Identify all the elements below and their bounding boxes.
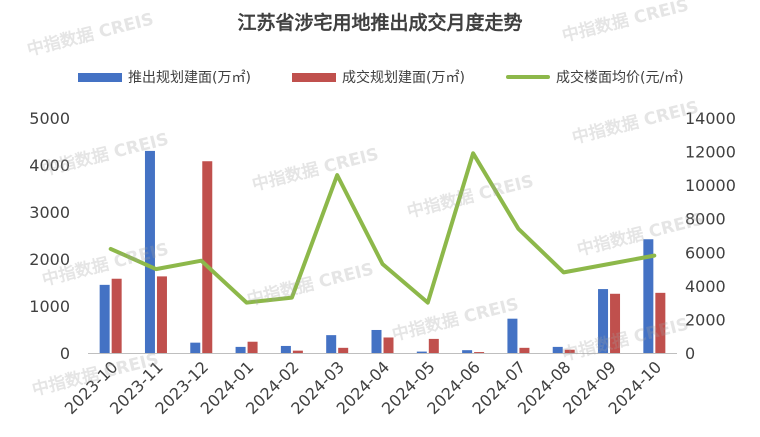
y-right-tick-label: 10000 (685, 176, 736, 195)
bar-deal (111, 278, 122, 353)
legend-swatch-supply (78, 72, 122, 82)
bar-supply (144, 150, 155, 353)
bar-supply (280, 345, 291, 353)
y-left-tick-label: 2000 (29, 250, 70, 269)
y-left-tick-label: 5000 (29, 109, 70, 128)
bar-deal (655, 292, 666, 353)
legend-swatch-deal (292, 72, 336, 82)
y-right-tick-label: 14000 (685, 109, 736, 128)
line-price (108, 151, 657, 305)
bar-supply (552, 346, 563, 353)
y-left-tick-label: 1000 (29, 297, 70, 316)
y-right-tick-label: 2000 (685, 310, 726, 329)
bar-supply (371, 329, 382, 353)
y-left-tick-label: 4000 (29, 156, 70, 175)
bar-deal (202, 161, 213, 353)
y-right-tick-label: 8000 (685, 210, 726, 229)
bar-deal (474, 352, 485, 353)
bar-supply (190, 342, 201, 353)
legend-label-deal: 成交规划建面(万㎡) (342, 70, 465, 86)
y-left-tick-label: 3000 (29, 203, 70, 222)
bar-deal (610, 293, 621, 353)
legend-item-price: 成交楼面均价(元/㎡) (506, 66, 684, 88)
bar-supply (462, 350, 473, 353)
y-right-tick-label: 6000 (685, 243, 726, 262)
bar-supply (598, 289, 609, 353)
bar-deal (564, 349, 575, 353)
bar-supply (643, 239, 654, 353)
bar-deal (519, 347, 530, 353)
bar-supply (99, 284, 110, 353)
bar-deal (156, 276, 167, 353)
bar-supply (326, 335, 337, 353)
bar-deal (247, 341, 258, 353)
bar-supply (235, 346, 246, 353)
y-left-tick-label: 0 (60, 344, 70, 363)
bar-deal (383, 337, 394, 353)
legend-label-supply: 推出规划建面(万㎡) (128, 70, 251, 86)
legend-item-supply: 推出规划建面(万㎡) (78, 66, 251, 88)
y-right-tick-label: 12000 (685, 143, 736, 162)
legend-item-deal: 成交规划建面(万㎡) (292, 66, 465, 88)
legend: 推出规划建面(万㎡) 成交规划建面(万㎡) 成交楼面均价(元/㎡) (0, 66, 760, 88)
bar-deal (292, 350, 303, 353)
legend-swatch-price (506, 75, 550, 79)
bar-deal (428, 338, 439, 353)
bar-supply (416, 351, 427, 353)
y-right-tick-label: 4000 (685, 277, 726, 296)
chart-title: 江苏省涉宅用地推出成交月度走势 (237, 12, 523, 34)
bar-supply (507, 318, 518, 353)
bar-deal (338, 347, 349, 353)
legend-label-price: 成交楼面均价(元/㎡) (556, 70, 684, 86)
y-right-tick-label: 0 (685, 344, 695, 363)
